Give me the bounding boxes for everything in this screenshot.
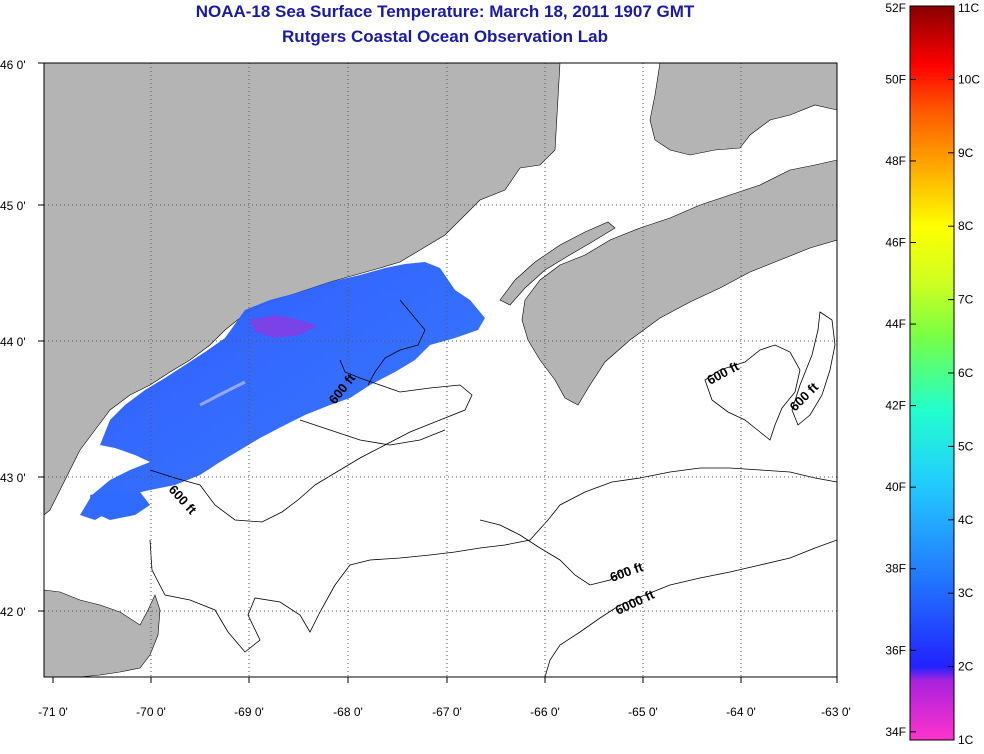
lon-tick-70: -70 0': [136, 705, 166, 719]
land-new-brunswick: [649, 63, 837, 156]
sst-south-patch: [90, 490, 150, 520]
lon-tick-65: -65 0': [628, 705, 658, 719]
lon-tick-63: -63 0': [821, 705, 851, 719]
lat-tick-45: 45 0': [0, 199, 26, 213]
colorbar: [909, 5, 955, 741]
colorbar-ticks: [910, 5, 954, 741]
colorbar-f-label: 46F: [885, 236, 906, 250]
colorbar-c-label: 5C: [958, 439, 974, 453]
colorbar-f-label: 34F: [885, 725, 906, 739]
land-fundy-shore: [499, 221, 616, 306]
colorbar-c-label: 10C: [958, 72, 980, 86]
colorbar-f-label: 40F: [885, 480, 906, 494]
land-nova-scotia: [521, 159, 837, 406]
sst-warm-filament: [199, 380, 246, 407]
lat-tick-marks: [38, 62, 44, 612]
colorbar-c-label: 1C: [958, 733, 974, 747]
colorbar-f-label: 48F: [885, 154, 906, 168]
colorbar-f-label: 52F: [885, 1, 906, 15]
colorbar-f-label: 50F: [885, 72, 906, 86]
colorbar-c-label: 9C: [958, 146, 974, 160]
colorbar-c-label: 2C: [958, 660, 974, 674]
lon-tick-64: -64 0': [726, 705, 756, 719]
lon-tick-66: -66 0': [530, 705, 560, 719]
land-cape-cod: [44, 589, 161, 677]
colorbar-f-label: 38F: [885, 562, 906, 576]
colorbar-c-label: 6C: [958, 366, 974, 380]
lon-tick-71: -71 0': [38, 705, 68, 719]
lon-tick-marks: [52, 677, 838, 683]
colorbar-f-label: 36F: [885, 643, 906, 657]
lat-tick-42: 42 0': [0, 605, 26, 619]
colorbar-f-label: 44F: [885, 317, 906, 331]
map-frame: [43, 62, 838, 678]
lon-tick-68: -68 0': [333, 705, 363, 719]
colorbar-f-label: 42F: [885, 399, 906, 413]
lat-tick-44: 44 0': [0, 335, 26, 349]
sst-purple-patch: [250, 315, 318, 338]
colorbar-c-label: 3C: [958, 586, 974, 600]
lat-tick-46: 46 0': [0, 58, 26, 72]
lon-tick-67: -67 0': [432, 705, 462, 719]
colorbar-c-label: 11C: [958, 1, 979, 15]
colorbar-c-label: 8C: [958, 219, 974, 233]
sst-data-patch: [80, 262, 485, 520]
map-title: NOAA-18 Sea Surface Temperature: March 1…: [195, 2, 695, 21]
colorbar-c-labels: 11C 10C 9C 8C 7C 6C 5C 4C 3C 2C 1C: [958, 1, 980, 747]
depth-contours: [149, 299, 837, 677]
graticule: [44, 63, 837, 677]
colorbar-c-label: 4C: [958, 513, 974, 527]
colorbar-c-label: 7C: [958, 293, 974, 307]
lat-tick-43: 43 0': [0, 471, 26, 485]
colorbar-f-labels: 52F 50F 48F 46F 44F 42F 40F 38F 36F 34F: [885, 1, 906, 739]
map-subtitle: Rutgers Coastal Ocean Observation Lab: [282, 27, 608, 46]
lon-tick-69: -69 0': [234, 705, 264, 719]
